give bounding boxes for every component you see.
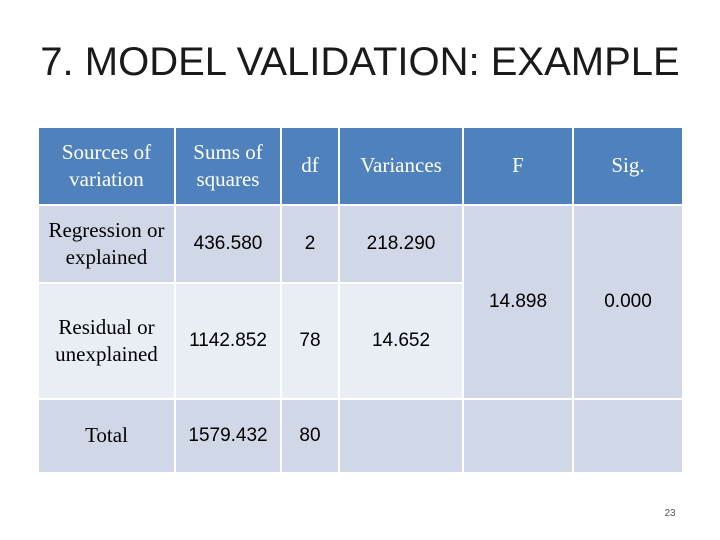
sig-value: 0.000 xyxy=(572,204,684,400)
total-variance-empty xyxy=(338,398,464,474)
residual-sum-of-squares: 1142.852 xyxy=(174,282,282,400)
f-value: 14.898 xyxy=(462,204,574,400)
regression-df: 2 xyxy=(280,204,340,284)
regression-variance: 218.290 xyxy=(338,204,464,284)
residual-df: 78 xyxy=(280,282,340,400)
regression-source: Regression or explained xyxy=(37,204,176,284)
total-f-empty xyxy=(462,398,574,474)
header-sums-of-squares: Sums of squares xyxy=(174,126,282,206)
residual-source: Residual or unexplained xyxy=(37,282,176,400)
anova-table: Sources of variation Sums of squares df … xyxy=(37,126,684,474)
header-sig: Sig. xyxy=(572,126,684,206)
total-sum-of-squares: 1579.432 xyxy=(174,398,282,474)
residual-variance: 14.652 xyxy=(338,282,464,400)
header-sources: Sources of variation xyxy=(37,126,176,206)
page-number: 23 xyxy=(664,508,676,519)
table-row-total: Total 1579.432 80 xyxy=(37,398,684,474)
header-variances: Variances xyxy=(338,126,464,206)
total-df: 80 xyxy=(280,398,340,474)
total-sig-empty xyxy=(572,398,684,474)
slide-title: 7. MODEL VALIDATION: EXAMPLE xyxy=(40,40,680,84)
total-source: Total xyxy=(37,398,176,474)
header-df: df xyxy=(280,126,340,206)
header-f: F xyxy=(462,126,574,206)
table-row-residual: Residual or unexplained 1142.852 78 14.6… xyxy=(37,282,683,400)
table-row-regression: Regression or explained 436.580 2 218.29… xyxy=(37,204,684,400)
regression-sum-of-squares: 436.580 xyxy=(174,204,282,284)
